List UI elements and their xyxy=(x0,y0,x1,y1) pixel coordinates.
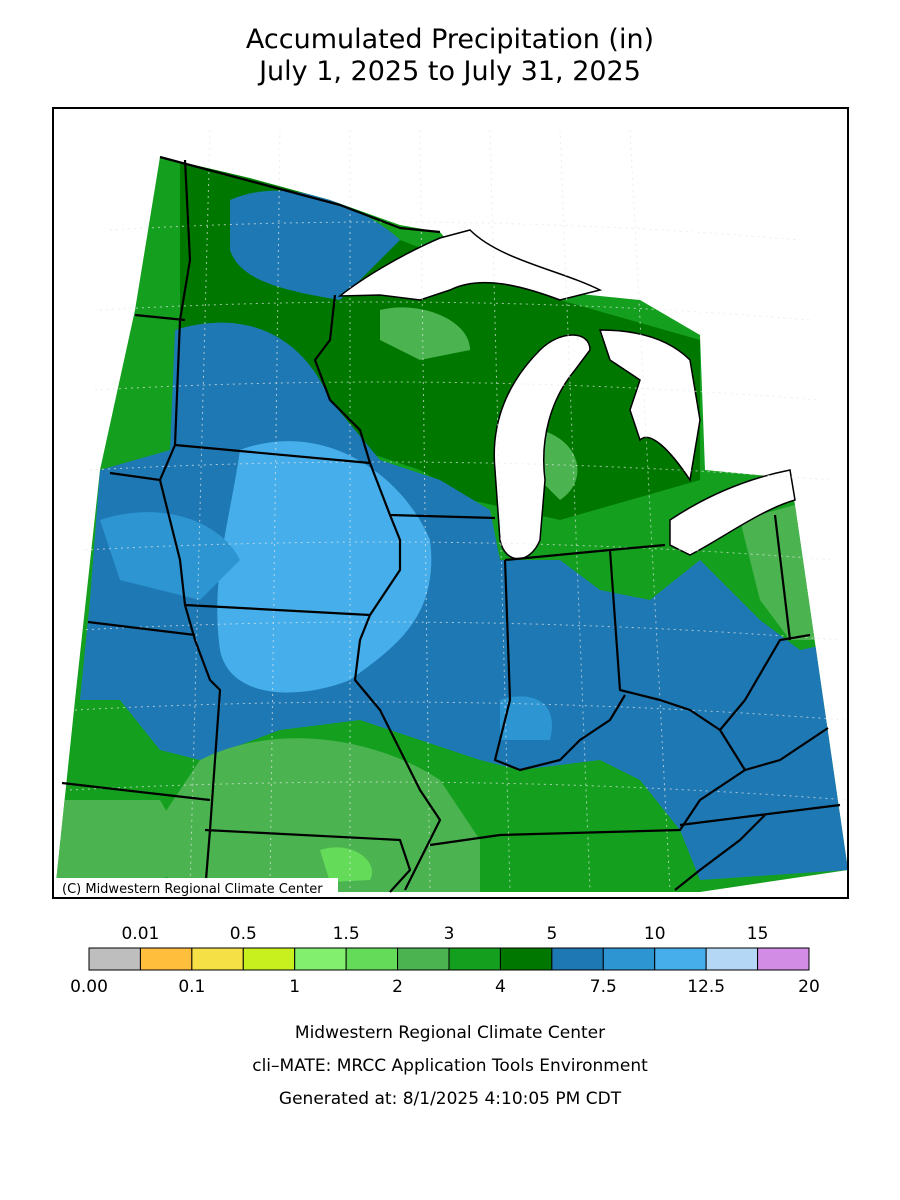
credit-box xyxy=(55,878,338,897)
legend-label: 4 xyxy=(495,977,506,997)
legend-swatch xyxy=(551,947,604,971)
legend-label: 5 xyxy=(546,924,557,944)
legend-swatch xyxy=(345,947,399,971)
legend-label: 10 xyxy=(644,924,666,944)
legend-swatch xyxy=(705,947,759,971)
legend-label: 0.1 xyxy=(178,977,205,997)
footer-line: Midwestern Regional Climate Center xyxy=(295,1023,605,1043)
legend-label: 1.5 xyxy=(333,924,360,944)
title-line: July 1, 2025 to July 31, 2025 xyxy=(257,56,641,87)
state-borders xyxy=(61,155,841,893)
legend-swatch xyxy=(602,947,656,971)
footer-line: Generated at: 8/1/2025 4:10:05 PM CDT xyxy=(279,1089,622,1109)
legend-label: 0.5 xyxy=(230,924,257,944)
legend-label: 2 xyxy=(392,977,403,997)
legend: 0.00 0.01 0.1 0.5 1 1.5 2 3 4 5 7.5 10 12.5 15 20 xyxy=(70,924,820,997)
map-frame xyxy=(52,107,849,899)
title-line: Accumulated Precipitation (in) xyxy=(246,24,654,55)
footer-line: cli–MATE: MRCC Application Tools Environ… xyxy=(252,1056,648,1076)
legend-label: 1 xyxy=(289,977,300,997)
legend-label: 20 xyxy=(798,977,820,997)
legend-label: 15 xyxy=(747,924,769,944)
legend-label: 7.5 xyxy=(590,977,617,997)
legend-swatch xyxy=(191,947,244,971)
legend-swatch xyxy=(499,947,553,971)
legend-label: 0.00 xyxy=(70,977,108,997)
legend-swatch xyxy=(88,947,141,971)
legend-label: 12.5 xyxy=(687,977,725,997)
legend-swatch xyxy=(654,947,707,971)
legend-swatch xyxy=(294,947,347,971)
great-lakes xyxy=(337,229,796,560)
legend-swatch xyxy=(757,947,810,971)
legend-label: 3 xyxy=(444,924,455,944)
legend-swatch xyxy=(139,947,193,971)
legend-swatch xyxy=(242,947,296,971)
grid xyxy=(69,129,849,891)
credit: (C) Midwestern Regional Climate Center xyxy=(62,882,323,897)
legend-label: 0.01 xyxy=(121,924,159,944)
legend-swatch xyxy=(397,947,450,971)
legend-swatch xyxy=(448,947,501,971)
